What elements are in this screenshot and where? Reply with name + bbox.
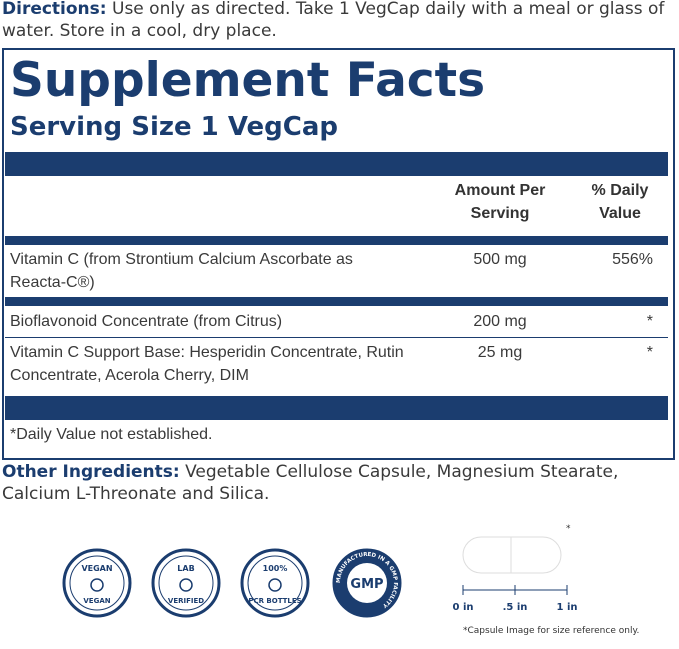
row-dv: 556% — [612, 251, 653, 268]
badge-inner — [69, 555, 125, 611]
badge-inner — [347, 563, 387, 603]
badge-top: LAB — [177, 564, 194, 573]
row-name: Vitamin C Support Base: Hesperidin Conce… — [10, 344, 404, 384]
badge-ring — [240, 548, 310, 618]
badge-icon — [268, 578, 282, 592]
capsule-marker: * — [566, 524, 571, 534]
badge-bottom: PCR BOTTLES — [248, 597, 301, 605]
capsule-note: *Capsule Image for size reference only. — [463, 626, 639, 636]
badge-inner — [247, 555, 303, 611]
badge-inner — [158, 555, 214, 611]
directions-text: Use only as directed. Take 1 VegCap dail… — [2, 0, 665, 41]
facts-box — [2, 48, 675, 460]
other-label: Other Ingredients: — [2, 462, 180, 482]
divider — [5, 337, 668, 338]
row-name: Vitamin C (from Strontium Calcium Ascorb… — [10, 251, 353, 291]
divider — [5, 297, 668, 306]
badge-top: VEGAN — [81, 564, 112, 573]
facts-title: Supplement Facts — [10, 53, 486, 108]
badge-icon — [179, 578, 193, 592]
row-amount: 25 mg — [477, 344, 523, 361]
row-amount: 500 mg — [473, 251, 527, 268]
divider — [5, 236, 668, 245]
badge-bottom: VERIFIED — [168, 597, 204, 605]
badge-icon — [90, 578, 104, 592]
other-text: Vegetable Cellulose Capsule, Magnesium S… — [2, 462, 619, 504]
row-dv: * — [646, 344, 653, 361]
badge-bottom: VEGAN — [83, 597, 110, 605]
scale-label: 0 in — [453, 602, 474, 613]
directions-label: Directions: — [2, 0, 107, 19]
badge-ring — [62, 548, 132, 618]
row-dv: * — [646, 313, 653, 330]
header-amount: Amount Per Serving — [454, 182, 546, 222]
row-amount: 200 mg — [473, 313, 527, 330]
directions: Directions: Use only as directed. Take 1… — [2, 0, 677, 42]
capsule — [462, 536, 562, 574]
other-ingredients: Other Ingredients: Vegetable Cellulose C… — [2, 461, 677, 505]
header-dv: % Daily Value — [591, 182, 649, 222]
badge-ring — [151, 548, 221, 618]
serving-size: Serving Size 1 VegCap — [10, 112, 338, 142]
divider — [5, 396, 668, 420]
scale-label: 1 in — [557, 602, 578, 613]
scale-label: .5 in — [503, 602, 528, 613]
row-name: Bioflavonoid Concentrate (from Citrus) — [10, 313, 283, 330]
footnote: *Daily Value not established. — [10, 426, 213, 443]
badge-center: GMP — [350, 577, 383, 592]
divider — [5, 152, 668, 176]
capsule-note: *Capsule Image for size reference only. — [463, 626, 639, 636]
badge-top: 100% — [263, 564, 288, 573]
